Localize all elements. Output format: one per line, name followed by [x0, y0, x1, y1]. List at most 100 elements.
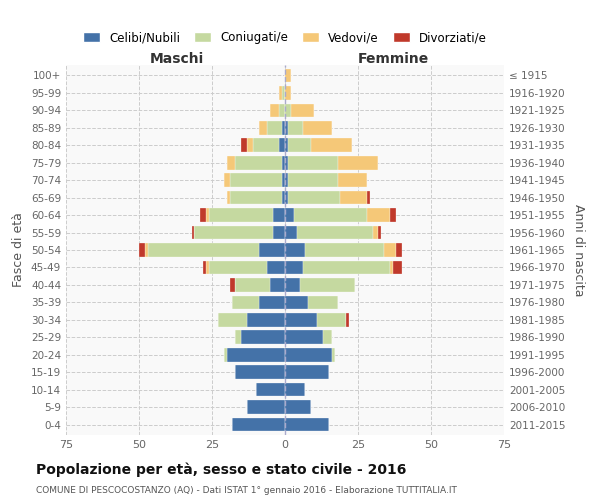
Bar: [346, 313, 349, 326]
Bar: [285, 68, 291, 82]
Bar: [296, 226, 373, 239]
Bar: [230, 191, 282, 204]
Y-axis label: Anni di nascita: Anni di nascita: [572, 204, 585, 296]
Bar: [340, 191, 367, 204]
Bar: [206, 260, 209, 274]
Bar: [148, 243, 259, 257]
Bar: [279, 104, 285, 117]
Bar: [285, 260, 302, 274]
Bar: [230, 278, 235, 291]
Bar: [235, 366, 285, 379]
Bar: [323, 330, 332, 344]
Bar: [384, 243, 396, 257]
Bar: [232, 296, 259, 309]
Text: Maschi: Maschi: [150, 52, 204, 66]
Bar: [396, 243, 402, 257]
Bar: [317, 313, 346, 326]
Bar: [285, 418, 329, 432]
Bar: [191, 226, 194, 239]
Bar: [302, 260, 390, 274]
Bar: [294, 208, 367, 222]
Bar: [247, 313, 285, 326]
Bar: [259, 243, 285, 257]
Bar: [224, 348, 227, 362]
Bar: [194, 226, 274, 239]
Bar: [379, 226, 382, 239]
Bar: [253, 138, 279, 152]
Bar: [285, 348, 332, 362]
Bar: [227, 156, 235, 170]
Text: Popolazione per età, sesso e stato civile - 2016: Popolazione per età, sesso e stato civil…: [36, 462, 406, 477]
Bar: [285, 330, 323, 344]
Bar: [285, 226, 296, 239]
Bar: [247, 138, 253, 152]
Bar: [241, 330, 285, 344]
Bar: [390, 260, 393, 274]
Bar: [285, 208, 294, 222]
Bar: [224, 174, 230, 187]
Bar: [390, 208, 396, 222]
Bar: [285, 383, 305, 396]
Text: Femmine: Femmine: [358, 52, 428, 66]
Bar: [285, 400, 311, 414]
Bar: [274, 208, 285, 222]
Bar: [285, 86, 291, 100]
Bar: [305, 243, 384, 257]
Bar: [285, 243, 305, 257]
Bar: [218, 313, 247, 326]
Bar: [235, 156, 282, 170]
Bar: [282, 174, 285, 187]
Bar: [247, 400, 285, 414]
Bar: [338, 174, 367, 187]
Bar: [282, 121, 285, 134]
Bar: [367, 191, 370, 204]
Bar: [235, 330, 241, 344]
Bar: [235, 278, 271, 291]
Bar: [285, 138, 288, 152]
Bar: [308, 296, 338, 309]
Bar: [282, 156, 285, 170]
Bar: [259, 121, 268, 134]
Bar: [145, 243, 148, 257]
Bar: [282, 86, 285, 100]
Bar: [285, 156, 288, 170]
Bar: [299, 278, 355, 291]
Bar: [206, 208, 209, 222]
Bar: [230, 174, 282, 187]
Bar: [285, 121, 288, 134]
Bar: [288, 156, 338, 170]
Bar: [271, 104, 279, 117]
Bar: [285, 313, 317, 326]
Bar: [282, 191, 285, 204]
Bar: [288, 191, 340, 204]
Bar: [285, 104, 291, 117]
Bar: [302, 121, 332, 134]
Bar: [291, 104, 314, 117]
Bar: [274, 226, 285, 239]
Bar: [285, 296, 308, 309]
Y-axis label: Fasce di età: Fasce di età: [13, 212, 25, 288]
Bar: [285, 278, 299, 291]
Bar: [373, 226, 379, 239]
Bar: [268, 260, 285, 274]
Bar: [367, 208, 390, 222]
Bar: [285, 174, 288, 187]
Bar: [285, 366, 329, 379]
Bar: [279, 138, 285, 152]
Bar: [338, 156, 379, 170]
Bar: [209, 208, 274, 222]
Bar: [285, 191, 288, 204]
Legend: Celibi/Nubili, Coniugati/e, Vedovi/e, Divorziati/e: Celibi/Nubili, Coniugati/e, Vedovi/e, Di…: [79, 26, 491, 49]
Bar: [227, 348, 285, 362]
Bar: [288, 174, 338, 187]
Bar: [268, 121, 282, 134]
Bar: [288, 138, 311, 152]
Bar: [271, 278, 285, 291]
Bar: [256, 383, 285, 396]
Bar: [200, 208, 206, 222]
Bar: [279, 86, 282, 100]
Bar: [227, 191, 230, 204]
Bar: [209, 260, 268, 274]
Bar: [311, 138, 352, 152]
Text: COMUNE DI PESCOCOSTANZO (AQ) - Dati ISTAT 1° gennaio 2016 - Elaborazione TUTTITA: COMUNE DI PESCOCOSTANZO (AQ) - Dati ISTA…: [36, 486, 457, 495]
